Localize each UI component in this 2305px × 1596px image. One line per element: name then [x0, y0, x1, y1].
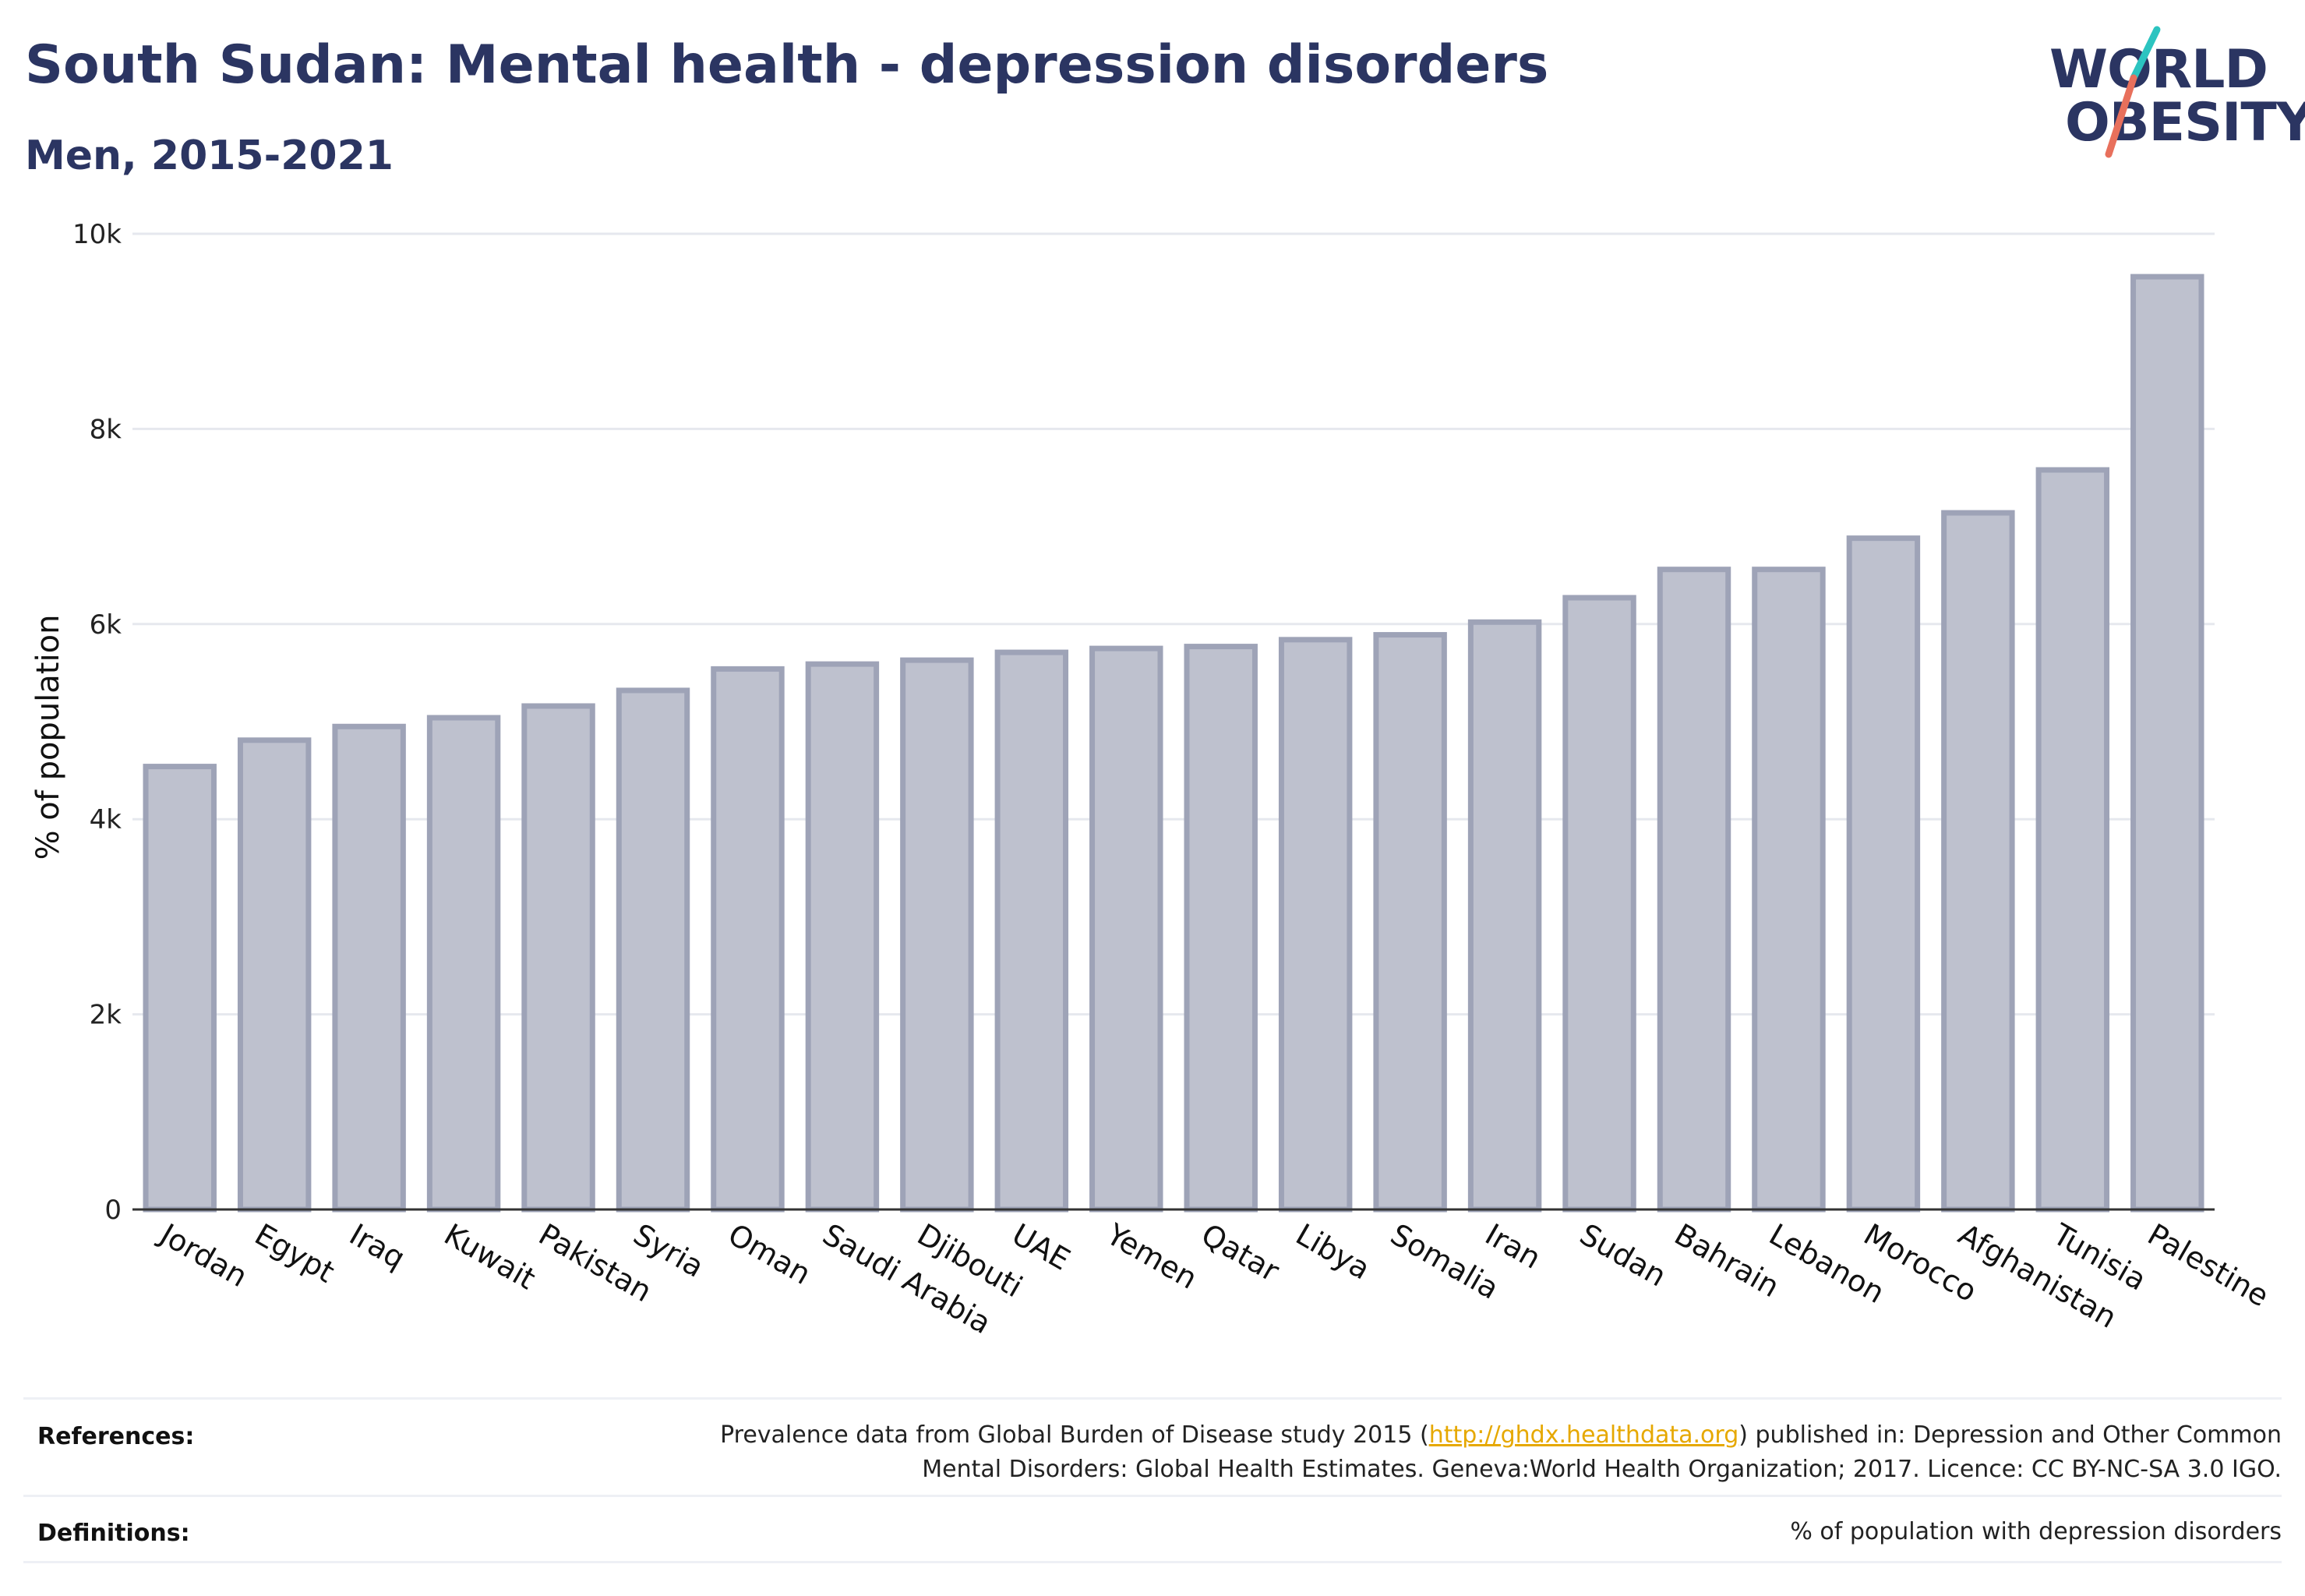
- x-tick-label: Libya: [1290, 1217, 1376, 1287]
- bar[interactable]: [1467, 619, 1542, 1213]
- bar[interactable]: [521, 703, 595, 1213]
- bar[interactable]: [1657, 567, 1731, 1213]
- bar[interactable]: [1184, 644, 1258, 1213]
- bar[interactable]: [237, 737, 312, 1213]
- bar[interactable]: [2130, 274, 2204, 1213]
- x-tick-label: Yemen: [1100, 1216, 1203, 1296]
- references-line1-pre: Prevalence data from Global Burden of Di…: [720, 1421, 1429, 1449]
- y-tick-label: 10k: [72, 219, 122, 250]
- x-tick-label: Palestine: [2142, 1217, 2275, 1314]
- bar[interactable]: [1089, 645, 1163, 1213]
- bar[interactable]: [900, 657, 974, 1213]
- bar[interactable]: [805, 661, 880, 1213]
- logo-slash-icon: [2105, 26, 2161, 158]
- bars: [143, 274, 2204, 1213]
- bar[interactable]: [1278, 637, 1353, 1213]
- x-tick-label: Bahrain: [1669, 1217, 1785, 1305]
- x-tick-label: Egypt: [249, 1217, 341, 1290]
- y-axis-label: % of population: [30, 615, 66, 860]
- footer-divider-top: [23, 1397, 2282, 1400]
- references-link[interactable]: http://ghdx.healthdata.org: [1428, 1421, 1739, 1449]
- y-tick-label: 8k: [90, 414, 122, 445]
- definitions-label: Definitions:: [37, 1520, 190, 1547]
- bar[interactable]: [711, 666, 785, 1213]
- bar[interactable]: [426, 715, 501, 1213]
- x-tick-label: Qatar: [1195, 1217, 1285, 1289]
- bar[interactable]: [1941, 510, 2015, 1213]
- y-tick-label: 0: [104, 1195, 122, 1226]
- bar[interactable]: [616, 687, 690, 1213]
- y-tick-labels: 0 2k 4k 6k 8k 10k: [72, 219, 122, 1226]
- x-tick-label: Somalia: [1385, 1217, 1505, 1306]
- chart-title: South Sudan: Mental health - depression …: [25, 34, 1549, 96]
- footer-divider-bottom: [23, 1561, 2282, 1563]
- bar[interactable]: [1752, 567, 1826, 1213]
- bar[interactable]: [1846, 535, 1921, 1213]
- references-label: References:: [37, 1423, 195, 1450]
- x-tick-label: Iraq: [344, 1217, 411, 1276]
- y-tick-label: 6k: [90, 609, 122, 641]
- references-line2: Mental Disorders: Global Health Estimate…: [922, 1456, 2282, 1483]
- x-tick-label: Jordan: [153, 1216, 252, 1294]
- bar[interactable]: [1562, 595, 1636, 1213]
- bar[interactable]: [994, 649, 1069, 1213]
- world-obesity-logo: WORLD OBESITY: [2034, 23, 2305, 164]
- bar[interactable]: [2035, 467, 2110, 1213]
- x-tick-label: Sudan: [1574, 1217, 1672, 1294]
- y-tick-label: 4k: [90, 804, 122, 835]
- logo-line-2: OBESITY: [2065, 92, 2305, 154]
- footer-divider-middle: [23, 1495, 2282, 1497]
- references-line1-post: ) published in: Depression and Other Com…: [1738, 1421, 2282, 1449]
- definitions-text: % of population with depression disorder…: [1790, 1518, 2282, 1545]
- chart-subtitle: Men, 2015-2021: [25, 132, 394, 179]
- bar[interactable]: [1373, 632, 1447, 1213]
- y-tick-label: 2k: [90, 1000, 122, 1031]
- bar[interactable]: [332, 723, 406, 1213]
- references-text: Prevalence data from Global Burden of Di…: [720, 1418, 2282, 1487]
- x-tick-label: Kuwait: [439, 1217, 542, 1297]
- x-tick-label: Oman: [722, 1217, 817, 1291]
- bar[interactable]: [143, 764, 217, 1213]
- logo-line-1: WORLD: [2049, 39, 2268, 101]
